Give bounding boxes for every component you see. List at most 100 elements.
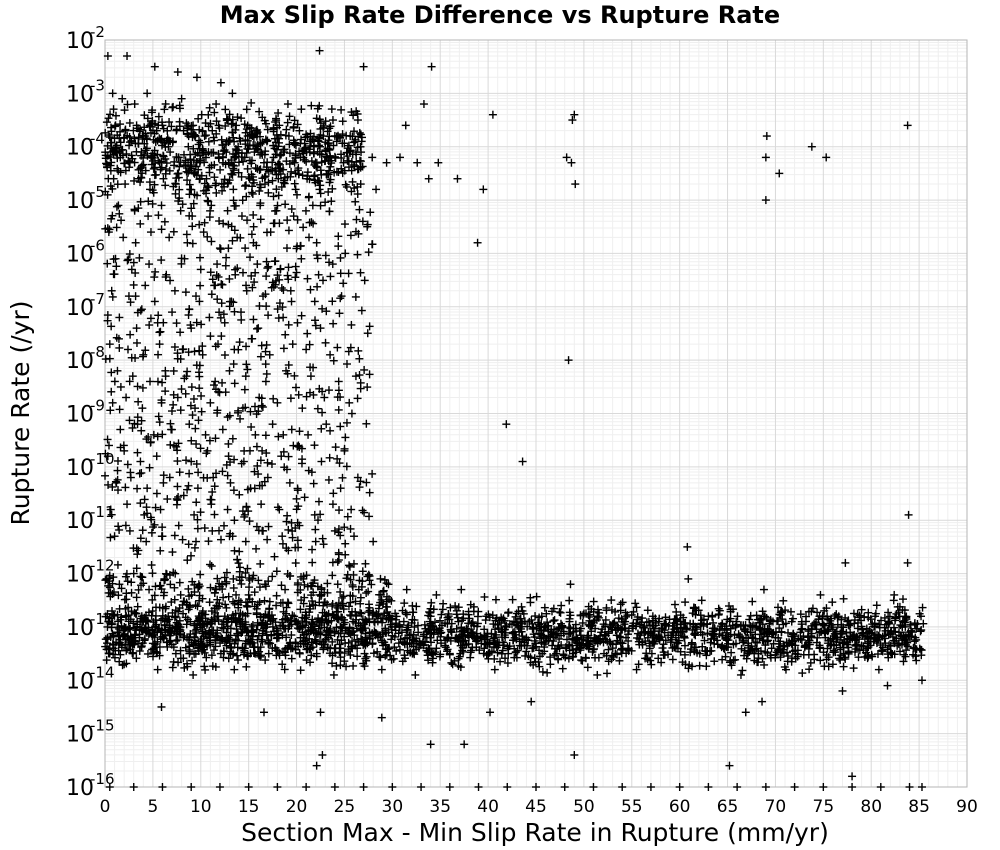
data-point [283, 511, 292, 520]
data-point [556, 608, 565, 617]
data-point [292, 494, 301, 503]
data-point [761, 153, 770, 162]
data-point [331, 443, 340, 452]
data-point [388, 783, 397, 791]
data-point [258, 403, 267, 412]
data-point [678, 658, 687, 667]
data-point [738, 666, 747, 675]
data-point [287, 297, 296, 306]
data-point [659, 651, 668, 660]
data-point [357, 306, 366, 315]
data-point [642, 649, 651, 658]
data-point [718, 619, 727, 628]
data-point [604, 645, 613, 654]
data-point [129, 569, 138, 578]
x-tick-label: 45 [525, 797, 547, 817]
data-point [284, 275, 293, 284]
data-point [248, 621, 257, 630]
data-point [328, 500, 337, 509]
data-point [208, 526, 217, 535]
data-point [263, 535, 272, 544]
data-point [365, 322, 374, 331]
data-point [329, 670, 338, 679]
data-point [201, 430, 210, 439]
data-point [511, 612, 520, 621]
data-point [197, 407, 206, 416]
data-point [504, 608, 513, 617]
x-tick-label: 60 [669, 797, 691, 817]
data-point [532, 592, 541, 601]
data-point [564, 654, 573, 663]
data-point [110, 532, 119, 541]
data-point [708, 612, 717, 621]
data-point [291, 185, 300, 194]
data-point [348, 177, 357, 186]
data-point [310, 635, 319, 644]
data-point [342, 662, 351, 671]
data-point [195, 582, 204, 591]
data-point [169, 400, 178, 409]
data-point [165, 233, 174, 242]
data-point [495, 638, 504, 647]
data-point [195, 384, 204, 393]
data-point [805, 665, 814, 674]
data-point [190, 347, 199, 356]
data-point [424, 174, 433, 183]
data-point [535, 620, 544, 629]
data-point [654, 654, 663, 663]
data-point [878, 646, 887, 655]
data-point [173, 457, 182, 466]
data-point [214, 154, 223, 163]
data-point [194, 416, 203, 425]
data-point [419, 100, 428, 109]
data-point [166, 440, 175, 449]
x-tick-label: 15 [238, 797, 260, 817]
data-point [732, 620, 741, 629]
data-point [244, 783, 253, 791]
data-point [241, 537, 250, 546]
data-point [290, 179, 299, 188]
data-point [458, 646, 467, 655]
data-point [501, 654, 510, 663]
data-point [242, 662, 251, 671]
data-point [273, 783, 282, 791]
data-point [614, 623, 623, 632]
data-point [721, 652, 730, 661]
data-point [618, 598, 627, 607]
data-point [647, 660, 656, 669]
data-point [464, 607, 473, 616]
data-point [733, 612, 742, 621]
data-point [222, 253, 231, 262]
data-point [467, 646, 476, 655]
data-point [212, 100, 221, 109]
data-point [842, 628, 851, 637]
data-point [146, 314, 155, 323]
data-point [552, 649, 561, 658]
data-point [634, 660, 643, 669]
data-point [291, 383, 300, 392]
y-tick-exponent: -8 [90, 343, 105, 361]
data-point [310, 297, 319, 306]
data-point [244, 590, 253, 599]
data-point [207, 562, 216, 571]
data-point [182, 620, 191, 629]
data-point [283, 271, 292, 280]
data-point [354, 346, 363, 355]
data-point [542, 609, 551, 618]
data-point [272, 591, 281, 600]
data-point [571, 180, 580, 189]
data-point [757, 614, 766, 623]
data-point [138, 526, 147, 535]
data-point [206, 583, 215, 592]
data-point [741, 708, 750, 717]
data-point [157, 532, 166, 541]
data-point [290, 612, 299, 621]
data-point [195, 253, 204, 262]
data-point [314, 270, 323, 279]
data-point [328, 659, 337, 668]
data-point [395, 153, 404, 162]
data-point [903, 558, 912, 567]
data-point [318, 750, 327, 759]
data-point [168, 663, 177, 672]
data-point [252, 442, 261, 451]
